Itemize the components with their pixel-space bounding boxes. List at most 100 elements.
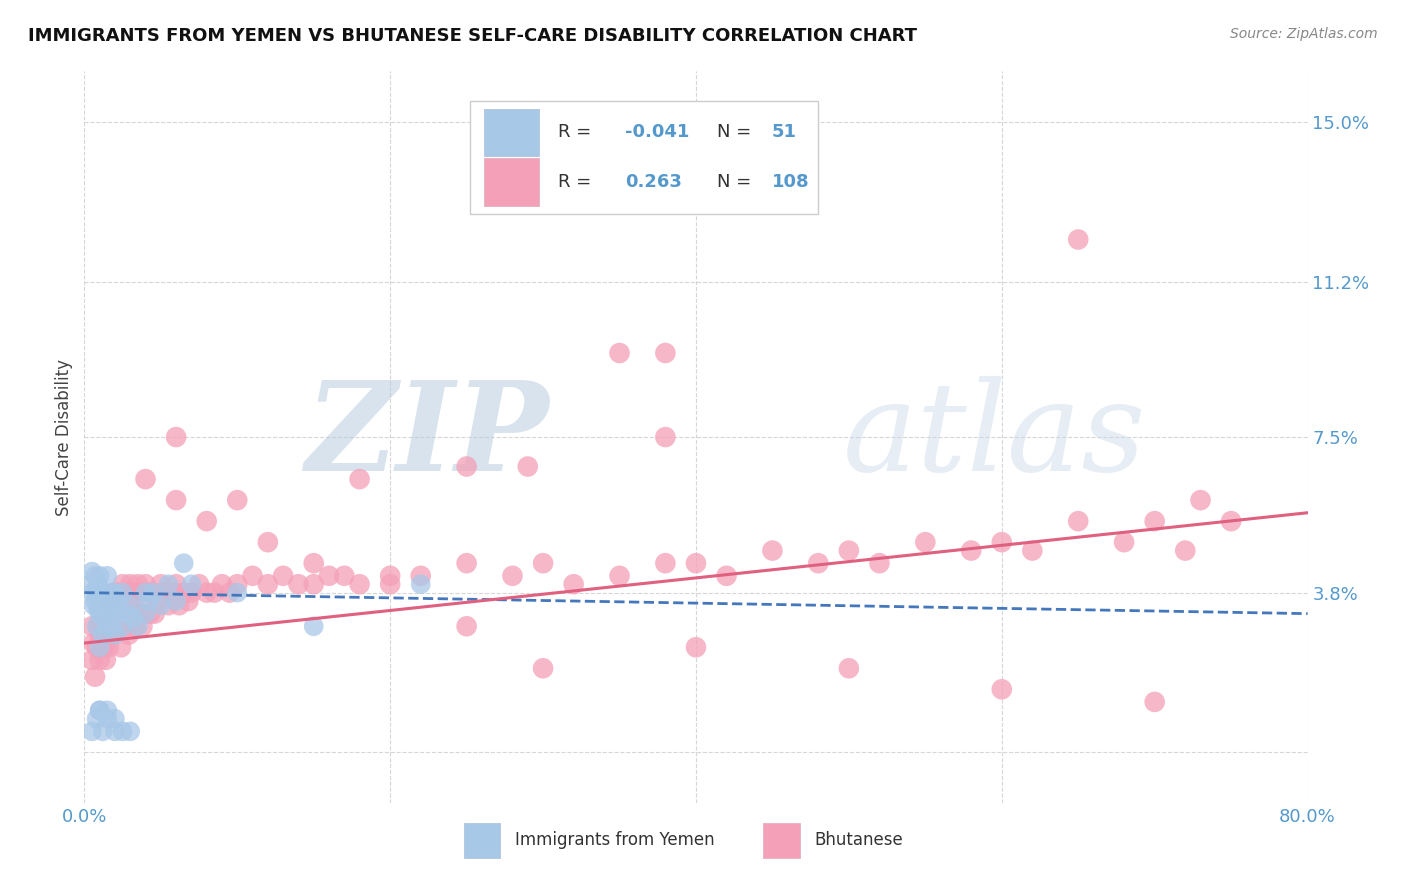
Text: -0.041: -0.041 [626,123,689,141]
Point [84,670,107,684]
Point [516,459,538,474]
Text: Immigrants from Yemen: Immigrants from Yemen [515,831,714,849]
Point [380,569,402,583]
Bar [464,822,501,858]
Point [349,577,371,591]
Point [80,619,103,633]
Point [84,594,107,608]
Point [111,619,134,633]
Point [83,599,105,613]
Point [869,556,891,570]
Point [120,724,142,739]
Point [135,607,157,621]
Point [107,594,129,608]
Bar [763,822,800,858]
Point [409,569,432,583]
Text: R =: R = [558,123,596,141]
Point [84,569,107,583]
Point [380,577,402,591]
Point [101,619,124,633]
Point [302,556,325,570]
Point [89,607,111,621]
Point [654,346,676,360]
Point [127,577,149,591]
Point [112,585,135,599]
Point [80,724,103,739]
Point [143,607,166,621]
Point [838,661,860,675]
Point [146,594,169,608]
Point [333,569,356,583]
Point [165,430,187,444]
Point [349,472,371,486]
Point [242,569,264,583]
Point [195,514,218,528]
Point [960,543,983,558]
Point [103,627,125,641]
Point [131,619,153,633]
Point [120,599,142,613]
Point [456,556,478,570]
Point [89,703,111,717]
Point [111,724,134,739]
Point [685,640,707,655]
Point [101,599,124,613]
Point [1114,535,1136,549]
Text: Source: ZipAtlas.com: Source: ZipAtlas.com [1230,27,1378,41]
Point [86,585,108,599]
Point [502,569,524,583]
Point [177,594,200,608]
Point [139,607,162,621]
Point [654,430,676,444]
Point [86,640,108,655]
Point [111,577,134,591]
Text: ZIP: ZIP [305,376,550,498]
Point [91,724,114,739]
Point [562,577,585,591]
Point [165,594,187,608]
Point [807,556,830,570]
Point [287,577,309,591]
Point [122,611,145,625]
Point [87,577,110,591]
Point [991,535,1014,549]
Point [104,602,127,616]
Point [90,599,112,613]
Point [135,585,157,599]
Point [93,640,115,655]
Point [114,619,136,633]
Text: IMMIGRANTS FROM YEMEN VS BHUTANESE SELF-CARE DISABILITY CORRELATION CHART: IMMIGRANTS FROM YEMEN VS BHUTANESE SELF-… [28,27,917,45]
Point [609,569,631,583]
Text: 0.263: 0.263 [626,173,682,191]
Point [654,556,676,570]
Point [531,661,554,675]
Point [89,627,111,641]
Point [91,619,114,633]
Point [83,636,105,650]
Point [1189,493,1212,508]
Point [93,585,115,599]
Point [761,543,783,558]
Point [1143,514,1166,528]
Point [89,640,111,655]
Text: 51: 51 [772,123,797,141]
Point [135,577,157,591]
Point [1021,543,1043,558]
Point [165,493,187,508]
Point [716,569,738,583]
FancyBboxPatch shape [484,109,540,156]
Point [96,712,118,726]
Point [257,577,280,591]
Point [991,682,1014,697]
Point [96,703,118,717]
Y-axis label: Self-Care Disability: Self-Care Disability [55,359,73,516]
Point [1143,695,1166,709]
Text: atlas: atlas [842,376,1146,498]
Point [104,585,127,599]
Point [96,627,118,641]
Point [153,585,176,599]
Point [91,590,114,604]
Point [86,619,108,633]
Point [89,594,111,608]
Point [226,493,249,508]
